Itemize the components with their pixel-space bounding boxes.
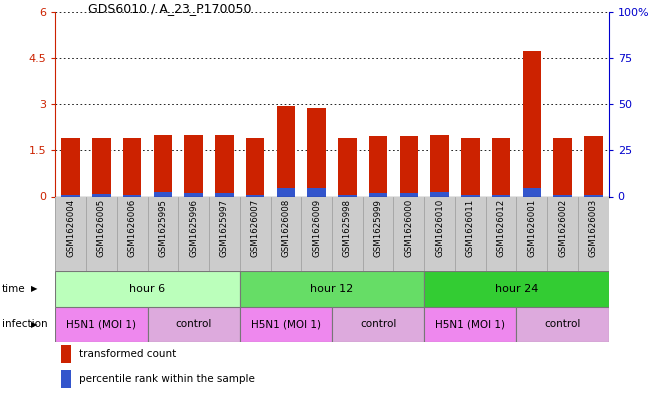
Text: percentile rank within the sample: percentile rank within the sample (79, 374, 255, 384)
Bar (148, 307, 240, 342)
Text: ▶: ▶ (31, 285, 38, 293)
Text: GSM1626010: GSM1626010 (435, 199, 444, 257)
Bar (332, 307, 424, 342)
Bar (123, 138, 141, 196)
Bar (430, 135, 449, 196)
Bar (92, 138, 111, 196)
Text: H5N1 (MOI 1): H5N1 (MOI 1) (436, 319, 505, 329)
Text: GSM1625997: GSM1625997 (220, 199, 229, 257)
Bar (55, 271, 240, 307)
Bar (523, 51, 541, 196)
Text: GSM1626007: GSM1626007 (251, 199, 260, 257)
Text: GSM1626000: GSM1626000 (404, 199, 413, 257)
Text: GSM1625995: GSM1625995 (158, 199, 167, 257)
Bar (61, 138, 80, 196)
Bar (184, 135, 203, 196)
Text: transformed count: transformed count (79, 349, 176, 359)
Bar (338, 138, 357, 196)
Text: GSM1626011: GSM1626011 (466, 199, 475, 257)
Bar (492, 195, 510, 196)
Bar (154, 193, 172, 196)
Bar (240, 307, 332, 342)
Bar (246, 138, 264, 196)
Bar (516, 307, 609, 342)
Bar (553, 195, 572, 196)
Text: hour 24: hour 24 (495, 284, 538, 294)
Bar (277, 188, 295, 196)
Text: H5N1 (MOI 1): H5N1 (MOI 1) (66, 319, 137, 329)
Bar (215, 135, 234, 196)
Bar (61, 370, 71, 388)
Text: GDS6010 / A_23_P170050: GDS6010 / A_23_P170050 (88, 2, 251, 15)
Bar (307, 108, 326, 196)
Bar (424, 271, 609, 307)
Bar (55, 307, 148, 342)
Bar (123, 195, 141, 196)
Bar (369, 193, 387, 196)
Text: GSM1625996: GSM1625996 (189, 199, 198, 257)
Bar (492, 138, 510, 196)
Text: GSM1626008: GSM1626008 (281, 199, 290, 257)
Bar (277, 106, 295, 196)
Bar (461, 195, 480, 196)
Bar (553, 138, 572, 196)
Text: ▶: ▶ (31, 320, 38, 329)
Text: GSM1626012: GSM1626012 (497, 199, 506, 257)
Bar (461, 138, 480, 196)
Text: control: control (360, 319, 396, 329)
Text: H5N1 (MOI 1): H5N1 (MOI 1) (251, 319, 321, 329)
Text: GSM1626003: GSM1626003 (589, 199, 598, 257)
Bar (424, 307, 516, 342)
Text: GSM1625998: GSM1625998 (343, 199, 352, 257)
Bar (184, 193, 203, 196)
Text: infection: infection (2, 319, 48, 329)
Text: hour 6: hour 6 (130, 284, 165, 294)
Bar (338, 195, 357, 196)
Bar (369, 136, 387, 196)
Bar (584, 136, 603, 196)
Bar (215, 193, 234, 196)
Bar (430, 193, 449, 196)
Text: GSM1626005: GSM1626005 (97, 199, 106, 257)
Text: control: control (544, 319, 581, 329)
Bar (61, 345, 71, 364)
Text: time: time (2, 284, 25, 294)
Bar (307, 188, 326, 196)
Text: GSM1626009: GSM1626009 (312, 199, 321, 257)
Bar (523, 188, 541, 196)
Bar (400, 136, 418, 196)
Bar (92, 195, 111, 196)
Text: hour 12: hour 12 (311, 284, 353, 294)
Bar (400, 193, 418, 196)
Bar (240, 271, 424, 307)
Text: GSM1626002: GSM1626002 (558, 199, 567, 257)
Bar (246, 195, 264, 196)
Text: GSM1625999: GSM1625999 (374, 199, 383, 257)
Text: GSM1626006: GSM1626006 (128, 199, 137, 257)
Text: GSM1626004: GSM1626004 (66, 199, 76, 257)
Text: control: control (176, 319, 212, 329)
Text: GSM1626001: GSM1626001 (527, 199, 536, 257)
Bar (61, 195, 80, 196)
Bar (154, 135, 172, 196)
Bar (584, 195, 603, 196)
